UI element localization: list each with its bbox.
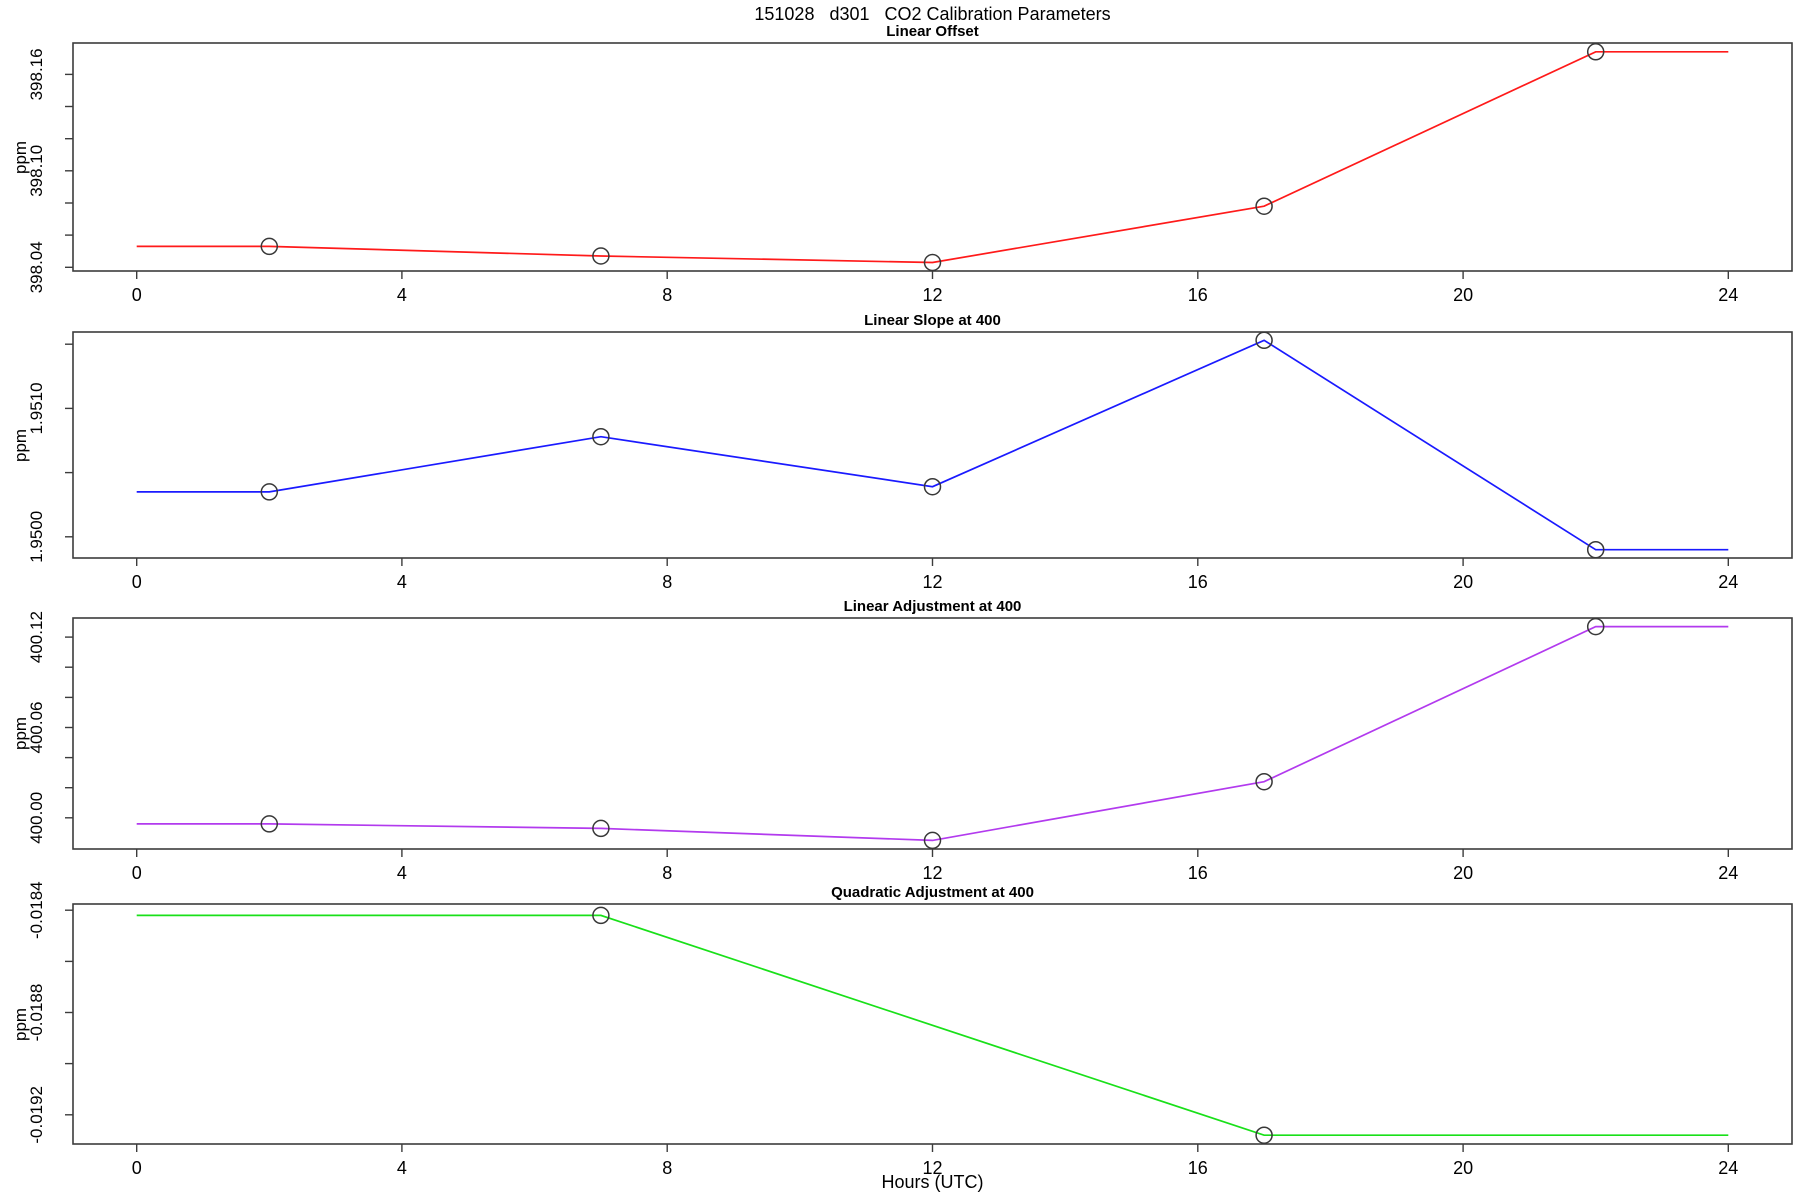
- x-tick-label: 0: [132, 572, 142, 592]
- y-tick-label: -0.0188: [27, 984, 46, 1042]
- panel-border: [72, 42, 1793, 272]
- x-tick-label: 12: [922, 1158, 942, 1178]
- data-point-marker: [260, 815, 279, 833]
- x-tick-label: 20: [1453, 572, 1473, 592]
- data-point-marker: [1586, 540, 1605, 559]
- figure-title: 151028 d301 CO2 Calibration Parameters: [754, 4, 1111, 24]
- data-point-marker: [1255, 331, 1273, 350]
- data-point-marker: [923, 477, 942, 496]
- series-line: [136, 339, 1729, 551]
- x-tick-label: 16: [1188, 1158, 1208, 1178]
- data-point-marker: [260, 237, 279, 256]
- x-tick-label: 16: [1188, 863, 1208, 883]
- x-tick-label: 0: [132, 863, 142, 883]
- x-tick-label: 16: [1188, 285, 1208, 305]
- series-line: [136, 625, 1729, 842]
- x-tick-label: 12: [922, 863, 942, 883]
- panel-border: [72, 903, 1793, 1145]
- y-tick-label: 398.10: [27, 145, 46, 197]
- y-tick-label: 398.16: [27, 48, 46, 100]
- x-tick-label: 12: [922, 572, 942, 592]
- data-point-marker: [592, 819, 610, 838]
- panel-title-linear-slope: Linear Slope at 400: [864, 312, 1001, 329]
- x-tick-label: 8: [662, 572, 672, 592]
- x-tick-label: 0: [132, 285, 142, 305]
- y-tick-label: 400.06: [27, 702, 46, 754]
- x-tick-label: 4: [397, 863, 407, 883]
- panel-title-quadratic-adjustment: Quadratic Adjustment at 400: [831, 884, 1034, 901]
- x-tick-label: 8: [662, 863, 672, 883]
- data-point-marker: [923, 831, 942, 850]
- data-point-marker: [1586, 43, 1605, 61]
- x-tick-label: 24: [1718, 285, 1738, 305]
- y-tick-label: -0.0192: [27, 1086, 46, 1144]
- x-tick-label: 8: [662, 1158, 672, 1178]
- data-point-marker: [592, 427, 610, 446]
- x-tick-label: 8: [662, 285, 672, 305]
- data-point-marker: [592, 906, 610, 925]
- x-tick-label: 20: [1453, 285, 1473, 305]
- x-tick-label: 4: [397, 285, 407, 305]
- data-point-marker: [1255, 197, 1273, 215]
- data-point-marker: [592, 247, 610, 265]
- x-tick-label: 12: [922, 285, 942, 305]
- data-point-marker: [923, 253, 942, 272]
- data-point-marker: [1255, 1126, 1273, 1144]
- y-tick-label: -0.0184: [27, 881, 46, 939]
- x-tick-label: 4: [397, 572, 407, 592]
- x-tick-label: 24: [1718, 572, 1738, 592]
- panel-title-linear-offset: Linear Offset: [886, 23, 979, 40]
- x-tick-label: 0: [132, 1158, 142, 1178]
- x-tick-label: 4: [397, 1158, 407, 1178]
- data-point-marker: [1586, 617, 1605, 636]
- panel-border: [72, 331, 1793, 559]
- series-line: [136, 50, 1729, 264]
- x-tick-label: 24: [1718, 1158, 1738, 1178]
- y-tick-label: 1.9500: [27, 511, 46, 563]
- x-tick-label: 16: [1188, 572, 1208, 592]
- x-axis-title: Hours (UTC): [881, 1172, 984, 1192]
- series-line: [136, 914, 1729, 1137]
- x-tick-label: 20: [1453, 863, 1473, 883]
- data-point-marker: [260, 483, 279, 501]
- y-tick-label: 1.9510: [27, 382, 46, 434]
- y-tick-label: 398.04: [27, 241, 46, 293]
- y-tick-label: 400.00: [27, 792, 46, 844]
- y-tick-label: 400.12: [27, 611, 46, 663]
- panel-border: [72, 617, 1793, 850]
- data-point-marker: [1255, 772, 1273, 791]
- panel-title-linear-adjustment: Linear Adjustment at 400: [843, 598, 1022, 615]
- x-tick-label: 24: [1718, 863, 1738, 883]
- x-tick-label: 20: [1453, 1158, 1473, 1178]
